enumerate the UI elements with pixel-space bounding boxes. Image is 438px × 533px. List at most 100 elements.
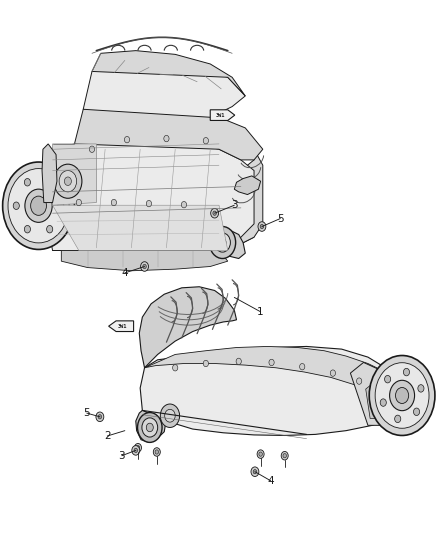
Polygon shape [92, 51, 245, 96]
Polygon shape [136, 410, 166, 442]
Circle shape [25, 189, 52, 222]
Circle shape [59, 171, 77, 192]
Circle shape [209, 227, 236, 259]
Polygon shape [366, 378, 396, 418]
Circle shape [76, 199, 81, 206]
Polygon shape [199, 230, 245, 259]
Circle shape [98, 415, 102, 419]
Circle shape [258, 222, 266, 231]
Circle shape [124, 136, 130, 143]
Circle shape [373, 379, 382, 390]
Circle shape [31, 196, 46, 215]
Circle shape [111, 199, 117, 206]
Circle shape [251, 467, 259, 477]
Circle shape [160, 404, 180, 427]
Polygon shape [210, 110, 235, 120]
Circle shape [283, 454, 286, 458]
Circle shape [330, 370, 336, 376]
Circle shape [132, 446, 140, 455]
Polygon shape [83, 63, 245, 117]
Circle shape [369, 356, 435, 435]
Circle shape [25, 179, 31, 186]
Circle shape [219, 238, 226, 247]
Polygon shape [53, 144, 96, 205]
Circle shape [143, 264, 146, 269]
Circle shape [173, 365, 178, 371]
Circle shape [375, 362, 429, 429]
Polygon shape [74, 102, 263, 160]
Circle shape [3, 162, 74, 249]
Circle shape [46, 179, 53, 186]
Text: 1: 1 [257, 307, 264, 317]
Circle shape [164, 135, 169, 142]
Text: 4: 4 [267, 476, 274, 486]
Circle shape [134, 443, 141, 452]
Text: 2: 2 [104, 431, 111, 441]
Polygon shape [53, 229, 254, 251]
Circle shape [155, 450, 159, 454]
Polygon shape [61, 251, 228, 271]
Circle shape [281, 451, 288, 460]
Circle shape [46, 225, 53, 233]
Circle shape [385, 375, 391, 383]
Circle shape [134, 448, 138, 453]
Circle shape [138, 413, 162, 442]
Circle shape [383, 388, 392, 399]
Text: 5: 5 [277, 214, 284, 223]
Text: 3W1: 3W1 [215, 112, 225, 118]
Circle shape [377, 401, 385, 411]
Circle shape [396, 387, 409, 403]
Circle shape [253, 470, 257, 474]
Polygon shape [53, 205, 228, 251]
Text: 5: 5 [83, 408, 90, 418]
Circle shape [141, 262, 148, 271]
Polygon shape [234, 176, 261, 195]
Polygon shape [44, 139, 254, 251]
Circle shape [395, 415, 401, 423]
Circle shape [215, 233, 230, 252]
Circle shape [403, 368, 410, 376]
Text: 3: 3 [118, 451, 125, 461]
Text: 4: 4 [121, 268, 128, 278]
Circle shape [203, 138, 208, 144]
Circle shape [54, 164, 82, 198]
Polygon shape [42, 144, 57, 203]
Circle shape [385, 391, 390, 396]
Text: 3W1: 3W1 [118, 324, 127, 329]
Circle shape [213, 211, 216, 215]
Circle shape [146, 423, 153, 432]
Circle shape [165, 409, 175, 422]
Circle shape [58, 202, 64, 209]
Circle shape [203, 360, 208, 367]
Circle shape [25, 225, 31, 233]
Circle shape [211, 208, 219, 218]
Circle shape [64, 177, 71, 185]
Circle shape [259, 452, 262, 456]
Circle shape [181, 201, 187, 208]
Circle shape [96, 412, 104, 422]
Circle shape [13, 202, 19, 209]
Circle shape [8, 168, 69, 243]
Circle shape [357, 378, 362, 384]
Polygon shape [139, 287, 237, 368]
Circle shape [418, 385, 424, 392]
Circle shape [269, 359, 274, 366]
Polygon shape [140, 346, 401, 435]
Circle shape [260, 224, 264, 229]
Circle shape [379, 403, 383, 409]
Circle shape [89, 146, 95, 152]
Circle shape [390, 381, 414, 410]
Circle shape [236, 358, 241, 365]
Text: 3: 3 [231, 200, 238, 210]
Circle shape [413, 408, 420, 416]
Circle shape [380, 399, 386, 406]
Circle shape [375, 382, 380, 387]
Circle shape [142, 418, 158, 437]
Circle shape [153, 448, 160, 456]
Polygon shape [109, 321, 134, 332]
Polygon shape [228, 149, 263, 251]
Circle shape [300, 364, 305, 370]
Polygon shape [145, 346, 401, 402]
Polygon shape [350, 362, 401, 425]
Circle shape [146, 200, 152, 207]
